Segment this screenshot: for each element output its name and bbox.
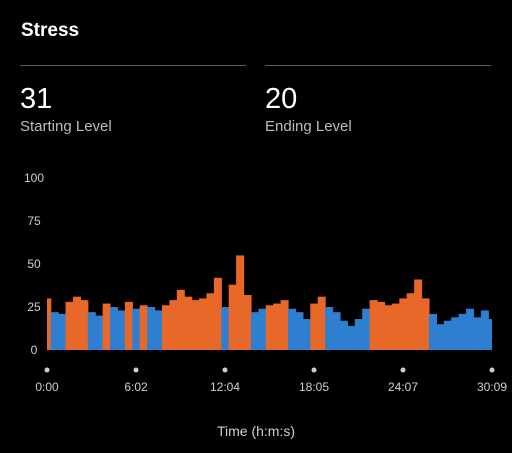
y-tick-label: 50 — [27, 257, 41, 271]
rest-bar — [110, 307, 119, 350]
x-tick-label: 0:00 — [35, 380, 59, 394]
rest-bar — [354, 319, 363, 350]
stress-bar — [191, 300, 200, 350]
stress-bar — [317, 296, 326, 350]
stress-bar — [65, 301, 74, 350]
stress-chart-svg: 0 25 50 75 100 0:00 6:02 12:04 18:05 24:07 30:09 — [24, 171, 507, 394]
rest-bar — [250, 312, 259, 350]
starting-level-value: 31 — [20, 83, 53, 115]
rest-bar — [295, 312, 304, 350]
stress-bar — [139, 305, 148, 350]
rest-bar — [339, 320, 348, 350]
rest-bar — [302, 319, 311, 350]
stress-bar — [47, 298, 52, 350]
stress-bar — [161, 305, 170, 350]
stress-bar — [199, 298, 208, 350]
rest-bar — [154, 310, 163, 350]
x-tick-label: 12:04 — [210, 380, 240, 394]
x-tick-dot — [489, 367, 495, 373]
stress-bar — [80, 300, 89, 350]
ending-level-stat: 20 Ending Level — [265, 65, 491, 135]
rest-bar — [466, 308, 475, 350]
rest-bar — [428, 313, 437, 350]
x-tick-label: 18:05 — [299, 380, 329, 394]
rest-bar — [480, 310, 489, 350]
y-tick-label: 25 — [27, 300, 41, 314]
stress-bar — [228, 284, 237, 350]
stress-bar — [102, 303, 111, 350]
stress-bar — [72, 296, 81, 350]
divider — [20, 65, 246, 66]
y-tick-label: 0 — [31, 343, 38, 357]
rest-bar — [87, 312, 96, 350]
stress-bar — [391, 303, 400, 350]
stress-bar — [184, 296, 193, 350]
y-tick-label: 100 — [24, 171, 44, 185]
rest-bar — [132, 308, 141, 350]
stress-bar — [280, 300, 289, 350]
rest-bar — [50, 312, 59, 350]
stress-bar — [406, 293, 415, 350]
rest-bar — [436, 324, 445, 350]
stress-bar — [236, 255, 245, 350]
rest-bar — [117, 310, 126, 350]
stress-bar — [421, 298, 430, 350]
stress-bar — [310, 303, 319, 350]
starting-level-stat: 31 Starting Level — [20, 65, 246, 135]
x-tick-dot — [311, 367, 317, 373]
stress-bar — [273, 303, 282, 350]
stress-bar — [265, 305, 274, 350]
rest-bar — [443, 320, 452, 350]
rest-bar — [473, 317, 482, 350]
x-tick-dot — [400, 367, 406, 373]
stress-bar — [384, 305, 393, 350]
x-tick-dot — [133, 367, 139, 373]
rest-bar — [451, 317, 460, 350]
rest-bar — [347, 325, 356, 350]
stress-bar — [213, 277, 222, 350]
stress-bar — [206, 293, 215, 350]
rest-bar — [258, 308, 267, 350]
divider — [265, 65, 491, 66]
x-tick-label: 6:02 — [124, 380, 148, 394]
rest-bar — [488, 319, 492, 350]
x-axis-label: Time (h:m:s) — [216, 423, 296, 439]
stress-bar — [124, 301, 133, 350]
stress-chart[interactable]: 0 25 50 75 100 0:00 6:02 12:04 18:05 24:07 30:09 T… — [0, 160, 512, 453]
stress-bar — [414, 279, 423, 350]
rest-bar — [332, 312, 341, 350]
page-title: Stress — [21, 20, 80, 41]
x-tick-label: 24:07 — [388, 380, 418, 394]
rest-bar — [221, 307, 230, 350]
rest-bar — [325, 307, 334, 350]
x-tick-dot — [222, 367, 228, 373]
x-tick-label: 30:09 — [477, 380, 507, 394]
rest-bar — [58, 313, 67, 350]
ending-level-value: 20 — [265, 83, 298, 115]
stress-bar — [377, 301, 386, 350]
rest-bar — [362, 308, 371, 350]
stress-bar — [169, 300, 178, 350]
stress-bar — [369, 300, 378, 350]
stress-bar — [399, 298, 408, 350]
rest-bar — [95, 315, 104, 350]
rest-bar — [458, 313, 467, 350]
stress-bar — [243, 294, 252, 350]
stress-bar — [176, 289, 185, 350]
x-tick-dot — [44, 367, 50, 373]
rest-bar — [147, 307, 156, 350]
ending-level-label: Ending Level — [265, 118, 352, 135]
rest-bar — [288, 308, 297, 350]
y-tick-label: 75 — [27, 214, 41, 228]
starting-level-label: Starting Level — [20, 118, 112, 135]
